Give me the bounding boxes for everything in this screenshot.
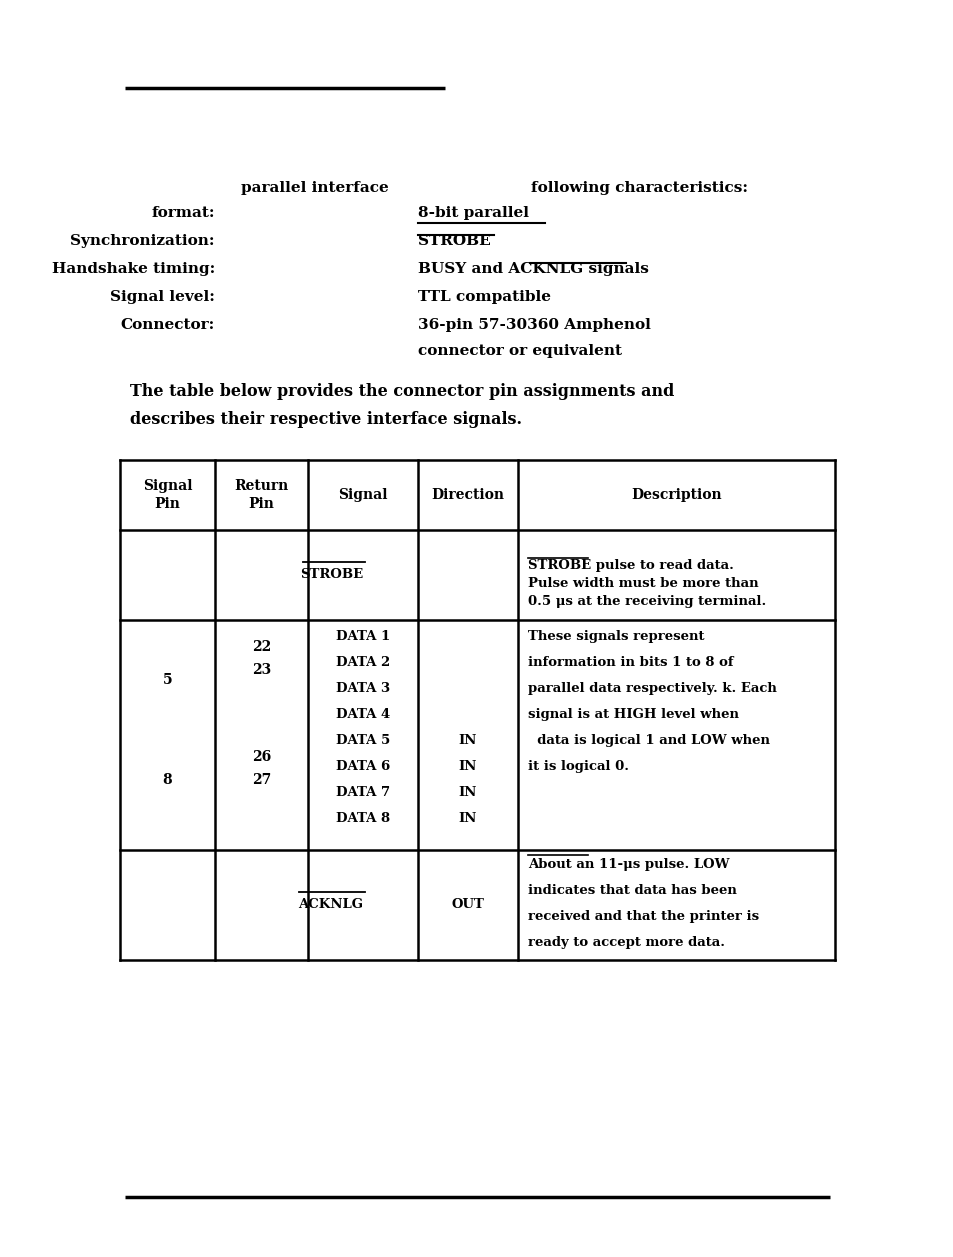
Text: BUSY and ACKNLG signals: BUSY and ACKNLG signals bbox=[417, 261, 648, 277]
Text: received and that the printer is: received and that the printer is bbox=[527, 910, 759, 923]
Text: 27: 27 bbox=[252, 773, 271, 787]
Text: 5: 5 bbox=[163, 672, 172, 688]
Text: signal is at HIGH level when: signal is at HIGH level when bbox=[527, 708, 739, 722]
Text: 0.5 μs at the receiving terminal.: 0.5 μs at the receiving terminal. bbox=[527, 595, 765, 608]
Text: ACKNLG: ACKNLG bbox=[297, 899, 363, 911]
Text: STROBE: STROBE bbox=[417, 234, 490, 248]
Text: 36-pin 57-30360 Amphenol: 36-pin 57-30360 Amphenol bbox=[417, 318, 650, 332]
Text: 22: 22 bbox=[252, 640, 271, 654]
Text: DATA 3: DATA 3 bbox=[335, 683, 390, 695]
Text: format:: format: bbox=[152, 206, 214, 220]
Text: indicates that data has been: indicates that data has been bbox=[527, 884, 736, 897]
Text: STROBE pulse to read data.: STROBE pulse to read data. bbox=[527, 559, 733, 572]
Text: Connector:: Connector: bbox=[121, 318, 214, 332]
Text: Description: Description bbox=[631, 488, 721, 502]
Text: Signal
Pin: Signal Pin bbox=[143, 479, 193, 510]
Text: DATA 8: DATA 8 bbox=[335, 812, 390, 825]
Text: DATA 6: DATA 6 bbox=[335, 760, 390, 773]
Text: connector or equivalent: connector or equivalent bbox=[417, 344, 621, 358]
Text: STROBE: STROBE bbox=[299, 568, 363, 582]
Text: Direction: Direction bbox=[431, 488, 504, 502]
Text: it is logical 0.: it is logical 0. bbox=[527, 760, 628, 773]
Text: IN: IN bbox=[458, 734, 476, 747]
Text: DATA 2: DATA 2 bbox=[335, 656, 390, 669]
Text: TTL compatible: TTL compatible bbox=[417, 290, 551, 304]
Text: About an 11-μs pulse. LOW: About an 11-μs pulse. LOW bbox=[527, 859, 729, 871]
Text: IN: IN bbox=[458, 812, 476, 825]
Text: DATA 1: DATA 1 bbox=[335, 630, 390, 644]
Text: data is logical 1 and LOW when: data is logical 1 and LOW when bbox=[527, 734, 769, 747]
Text: 26: 26 bbox=[252, 750, 271, 764]
Text: DATA 5: DATA 5 bbox=[335, 734, 390, 747]
Text: IN: IN bbox=[458, 786, 476, 799]
Text: ready to accept more data.: ready to accept more data. bbox=[527, 936, 724, 949]
Text: Return
Pin: Return Pin bbox=[234, 479, 289, 510]
Text: Synchronization:: Synchronization: bbox=[71, 234, 214, 248]
Text: describes their respective interface signals.: describes their respective interface sig… bbox=[130, 411, 521, 427]
Text: DATA 7: DATA 7 bbox=[335, 786, 390, 799]
Text: Signal level:: Signal level: bbox=[110, 290, 214, 304]
Text: 8-bit parallel: 8-bit parallel bbox=[417, 206, 529, 220]
Text: OUT: OUT bbox=[451, 899, 484, 911]
Text: parallel interface: parallel interface bbox=[241, 181, 389, 195]
Text: information in bits 1 to 8 of: information in bits 1 to 8 of bbox=[527, 656, 733, 669]
Text: The table below provides the connector pin assignments and: The table below provides the connector p… bbox=[130, 383, 674, 400]
Text: following characteristics:: following characteristics: bbox=[531, 181, 748, 195]
Text: parallel data respectively. k. Each: parallel data respectively. k. Each bbox=[527, 683, 776, 695]
Text: Pulse width must be more than: Pulse width must be more than bbox=[527, 577, 758, 590]
Text: IN: IN bbox=[458, 760, 476, 773]
Text: DATA 4: DATA 4 bbox=[335, 708, 390, 722]
Text: Signal: Signal bbox=[338, 488, 387, 502]
Text: Handshake timing:: Handshake timing: bbox=[51, 261, 214, 277]
Text: These signals represent: These signals represent bbox=[527, 630, 703, 644]
Text: 23: 23 bbox=[252, 662, 271, 678]
Text: 8: 8 bbox=[163, 773, 172, 787]
